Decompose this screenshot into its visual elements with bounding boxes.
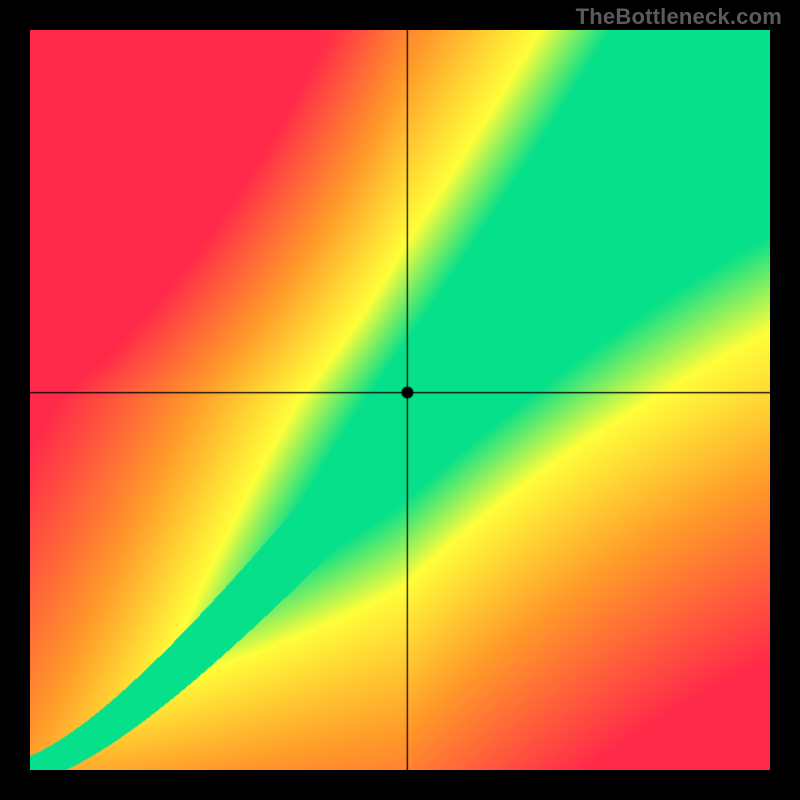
plot-area: [30, 30, 770, 770]
chart-container: TheBottleneck.com: [0, 0, 800, 800]
watermark-text: TheBottleneck.com: [576, 4, 782, 30]
heatmap-canvas: [30, 30, 770, 770]
